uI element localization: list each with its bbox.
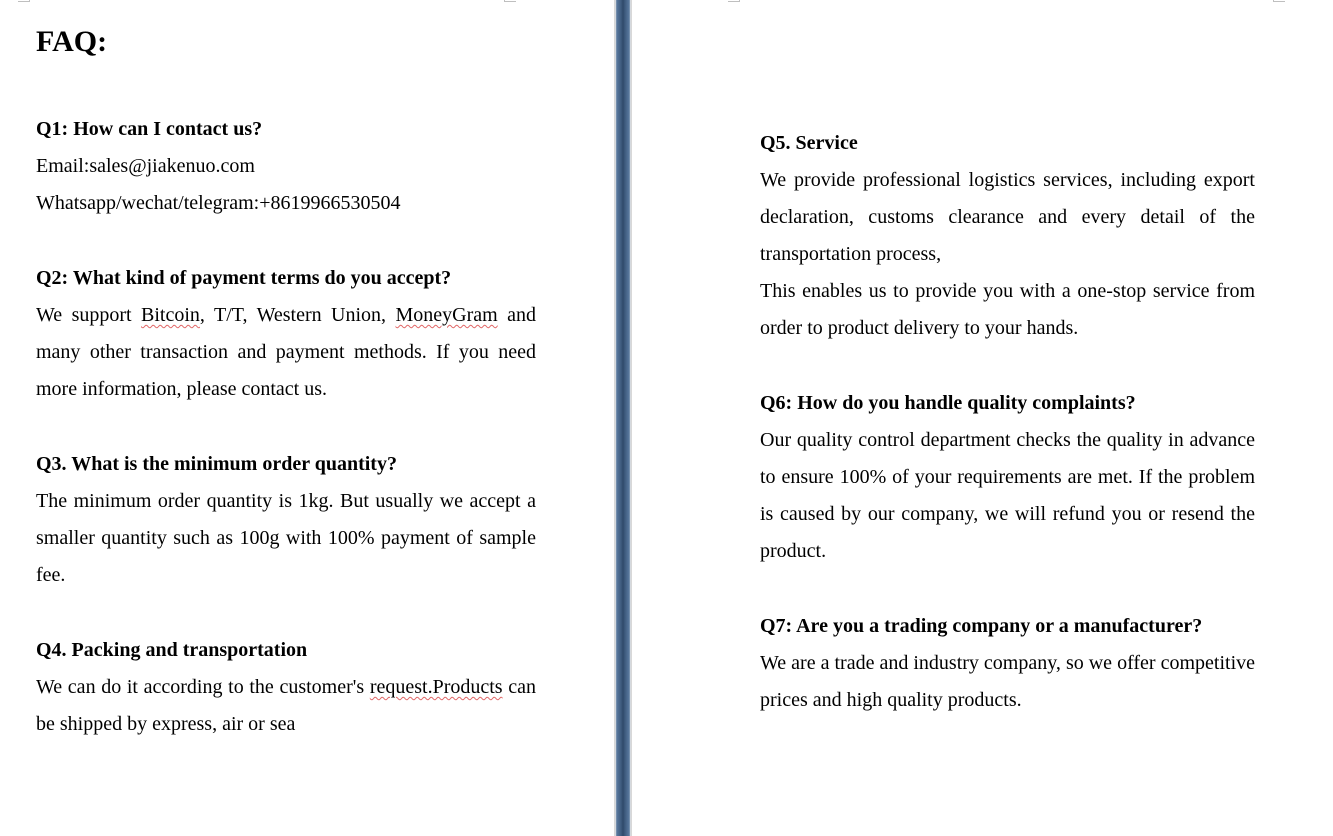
faq-question: Q1: How can I contact us?: [36, 111, 536, 148]
faq-answer: Email:sales@jiakenuo.comWhatsapp/wechat/…: [36, 148, 536, 222]
faq-item: Q6: How do you handle quality complaints…: [760, 385, 1255, 570]
faq-item: Q1: How can I contact us?Email:sales@jia…: [36, 111, 536, 222]
document-page-left: FAQ: Q1: How can I contact us?Email:sale…: [0, 0, 614, 836]
faq-title: FAQ:: [36, 25, 536, 59]
faq-list-left: Q1: How can I contact us?Email:sales@jia…: [36, 111, 536, 743]
faq-question: Q7: Are you a trading company or a manuf…: [760, 608, 1255, 645]
faq-item: Q7: Are you a trading company or a manuf…: [760, 608, 1255, 719]
faq-question: Q3. What is the minimum order quantity?: [36, 446, 536, 483]
page-corner-mark: [504, 0, 516, 2]
faq-answer: Our quality control department checks th…: [760, 422, 1255, 570]
page-corner-mark: [1273, 0, 1285, 2]
faq-question: Q5. Service: [760, 125, 1255, 162]
faq-item: Q4. Packing and transportationWe can do …: [36, 632, 536, 743]
faq-question: Q2: What kind of payment terms do you ac…: [36, 260, 536, 297]
faq-item: Q2: What kind of payment terms do you ac…: [36, 260, 536, 408]
faq-question: Q4. Packing and transportation: [36, 632, 536, 669]
faq-question: Q6: How do you handle quality complaints…: [760, 385, 1255, 422]
faq-list-right: Q5. ServiceWe provide professional logis…: [760, 125, 1255, 719]
page-divider: [614, 0, 632, 836]
faq-item: Q3. What is the minimum order quantity?T…: [36, 446, 536, 594]
faq-item: Q5. ServiceWe provide professional logis…: [760, 125, 1255, 347]
page-corner-mark: [18, 0, 30, 2]
page-corner-mark: [728, 0, 740, 2]
faq-answer: We provide professional logistics servic…: [760, 162, 1255, 347]
faq-answer: The minimum order quantity is 1kg. But u…: [36, 483, 536, 594]
faq-answer: We are a trade and industry company, so …: [760, 645, 1255, 719]
document-page-right: Q5. ServiceWe provide professional logis…: [632, 0, 1333, 836]
faq-answer: We support Bitcoin, T/T, Western Union, …: [36, 297, 536, 408]
faq-answer: We can do it according to the customer's…: [36, 669, 536, 743]
